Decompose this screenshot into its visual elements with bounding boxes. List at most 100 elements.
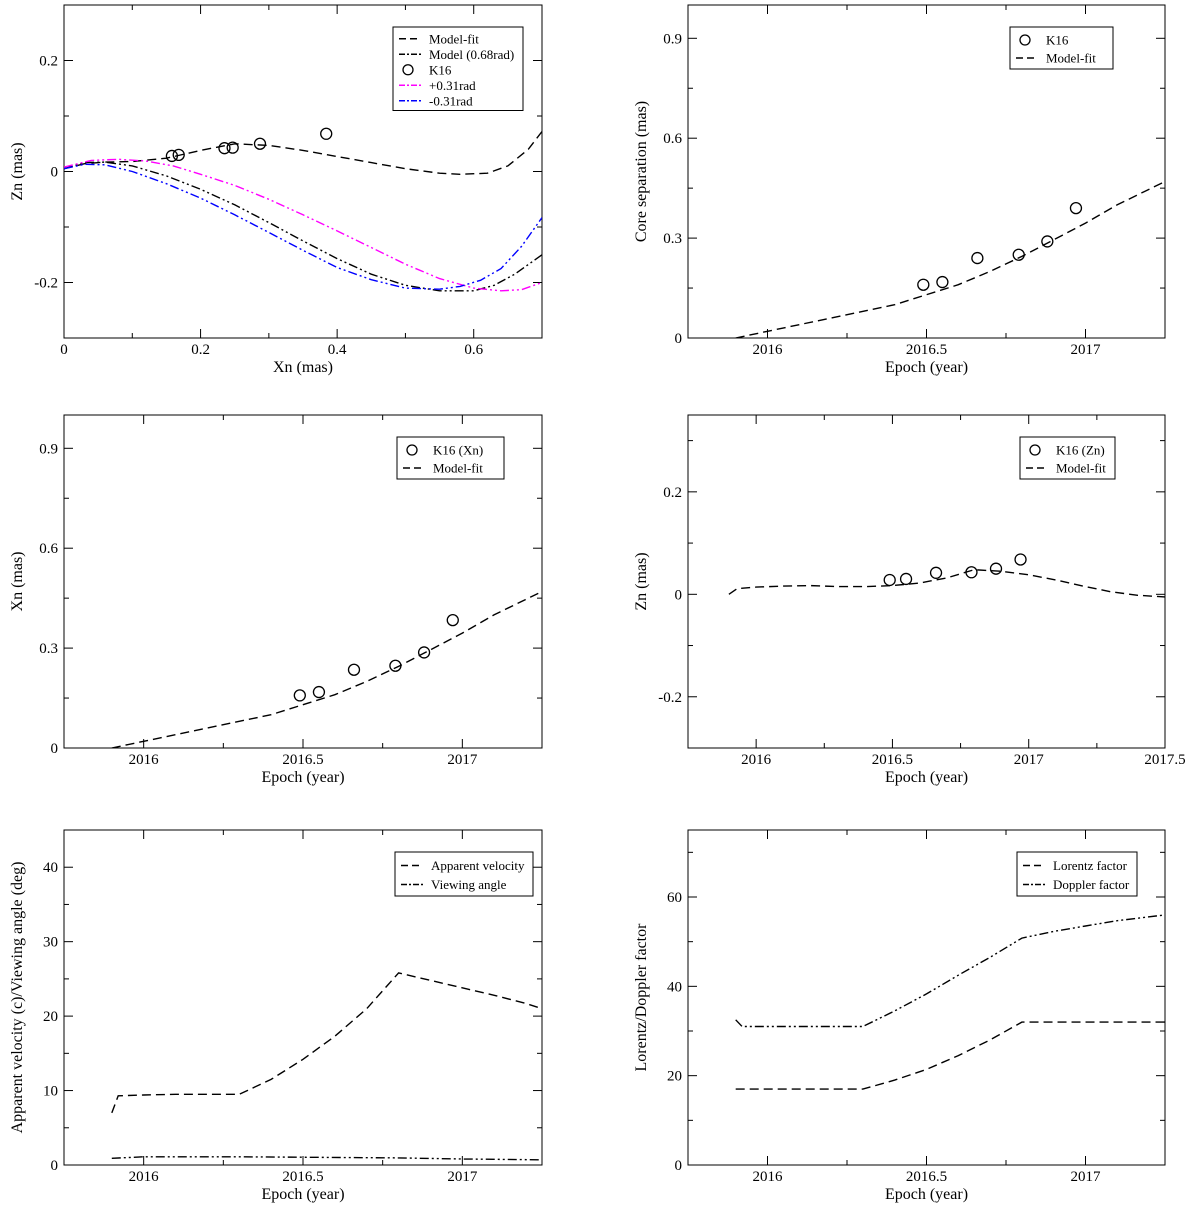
panel-p5: 2016 2016.5 2017 0 10 20 30 40 Epoch (year) Appar… [9, 829, 543, 1203]
y-tick-label: 0.6 [663, 131, 682, 147]
y-tick-label: 0.9 [39, 441, 58, 457]
data-point-k16 [1069, 201, 1083, 215]
series-line-apparent-velocity [111, 972, 542, 1114]
legend-label: K16 (Zn) [1056, 443, 1105, 458]
plot-area [735, 914, 1165, 1090]
y-tick-label: 0 [675, 587, 683, 603]
data-point-k16-zn- [929, 566, 943, 579]
y-axis-label: Core separation (mas) [633, 101, 650, 242]
x-axis-label: Epoch (year) [261, 769, 344, 786]
legend-label: Model-fit [433, 461, 483, 476]
data-point-k16 [226, 141, 239, 154]
plot-area [728, 553, 1165, 598]
series-line-model-0-68rad- [64, 161, 542, 292]
series-line-doppler-factor [735, 914, 1165, 1028]
legend-label: Model-fit [1046, 51, 1096, 66]
x-tick-label: 2017 [1071, 1169, 1102, 1185]
y-tick-label: 40 [43, 860, 58, 876]
y-tick-label: 60 [667, 890, 682, 906]
y-tick-label: 30 [43, 935, 58, 951]
data-point-k16 [172, 148, 185, 162]
y-tick-label: 0 [51, 165, 59, 181]
y-tick-label: 10 [43, 1084, 58, 1100]
data-point-k16-xn- [347, 663, 361, 676]
panel-p6: 2016 2016.5 2017 0 20 40 60 Epoch (year) Lorentz… [633, 829, 1166, 1203]
plot-area [735, 180, 1165, 338]
legend-marker [406, 444, 418, 456]
data-point-k16-xn- [417, 646, 431, 659]
x-tick-label: 2017.5 [1144, 752, 1185, 768]
series-line-lorentz-factor [735, 1021, 1165, 1090]
data-point-k16 [1041, 235, 1054, 248]
x-tick-label: 2016.5 [906, 1169, 947, 1185]
legend-box [392, 26, 524, 111]
legend-label: -0.31rad [429, 93, 473, 108]
y-tick-label: 0.2 [39, 54, 58, 70]
data-point-k16-zn- [899, 572, 913, 586]
y-tick-label: 0 [51, 1158, 59, 1174]
y-axis-label: Apparent velocity (c)/Viewing angle (deg… [9, 862, 26, 1134]
data-point-k16-xn- [293, 689, 306, 702]
x-axis-label: Epoch (year) [261, 1186, 344, 1203]
y-tick-label: 0.6 [39, 541, 58, 557]
legend: K16 Model-fit [1009, 26, 1114, 70]
legend: Apparent velocity Viewing angle [394, 851, 534, 897]
legend-label: +0.31rad [429, 78, 476, 93]
legend-box [1009, 26, 1114, 70]
x-axis-label: Epoch (year) [885, 1186, 968, 1203]
legend-box [394, 851, 534, 897]
y-tick-label: 0 [675, 1158, 683, 1174]
series-line--0-31rad [64, 163, 542, 290]
x-tick-label: 2017 [1071, 342, 1102, 358]
series-line--0-31rad [64, 158, 542, 292]
data-point-k16-zn- [883, 573, 896, 587]
y-tick-label: 20 [667, 1069, 682, 1085]
y-tick-label: 0.2 [663, 485, 682, 501]
x-tick-label: 0.6 [464, 342, 483, 358]
panel-p3: 2016 2016.5 2017 0 0.3 0.6 0.9 Epoch (year) Xn (… [9, 414, 543, 786]
y-tick-label: -0.2 [658, 690, 682, 706]
legend-box [1019, 436, 1116, 480]
series-line-model-fit [735, 180, 1165, 338]
y-axis-label: Zn (mas) [9, 142, 26, 200]
legend-label: Doppler factor [1053, 877, 1130, 892]
plot-frame [687, 414, 1166, 749]
x-axis-label: Epoch (year) [885, 769, 968, 786]
legend-label: Model (0.68rad) [429, 47, 514, 62]
x-tick-label: 2016.5 [872, 752, 913, 768]
legend-label: Apparent velocity [431, 858, 525, 873]
y-axis-label: Zn (mas) [633, 552, 650, 610]
legend: K16 (Xn) Model-fit [396, 436, 505, 480]
x-tick-label: 0.2 [191, 342, 210, 358]
data-point-k16 [971, 251, 984, 265]
y-tick-label: 0 [51, 741, 59, 757]
data-point-k16 [253, 137, 267, 150]
data-point-k16 [218, 142, 231, 155]
plot-area [111, 590, 542, 748]
x-tick-label: 2017 [447, 1169, 478, 1185]
data-point-k16-zn- [989, 562, 1003, 575]
legend-marker [1029, 444, 1041, 456]
x-tick-label: 2017 [447, 752, 478, 768]
plot-area [111, 972, 542, 1161]
panel-p4: 2016 2016.5 2017 2017.5 -0.2 0 0.2 Epoch (year)… [633, 414, 1186, 786]
y-tick-label: 0.3 [39, 641, 58, 657]
x-tick-label: 2016 [753, 1169, 784, 1185]
x-tick-label: 2016 [129, 1169, 160, 1185]
x-tick-label: 2016 [753, 342, 784, 358]
legend-marker [1019, 34, 1031, 46]
legend-label: K16 [429, 62, 452, 77]
data-point-k16 [936, 275, 949, 289]
y-tick-label: 20 [43, 1009, 58, 1025]
y-axis-label: Xn (mas) [9, 552, 26, 612]
panel-p1: 0 0.2 0.4 0.6 -0.2 0 0.2 Xn (mas) Zn (mas) Model-… [9, 4, 543, 376]
legend-box [1016, 851, 1138, 897]
legend: Lorentz factor Doppler factor [1016, 851, 1138, 897]
x-tick-label: 2016.5 [282, 752, 323, 768]
panel-p2: 2016 2016.5 2017 0 0.3 0.6 0.9 Epoch (year) Core… [633, 4, 1166, 376]
plot-area [64, 127, 542, 292]
y-tick-label: 0 [675, 331, 683, 347]
x-tick-label: 2016.5 [282, 1169, 323, 1185]
